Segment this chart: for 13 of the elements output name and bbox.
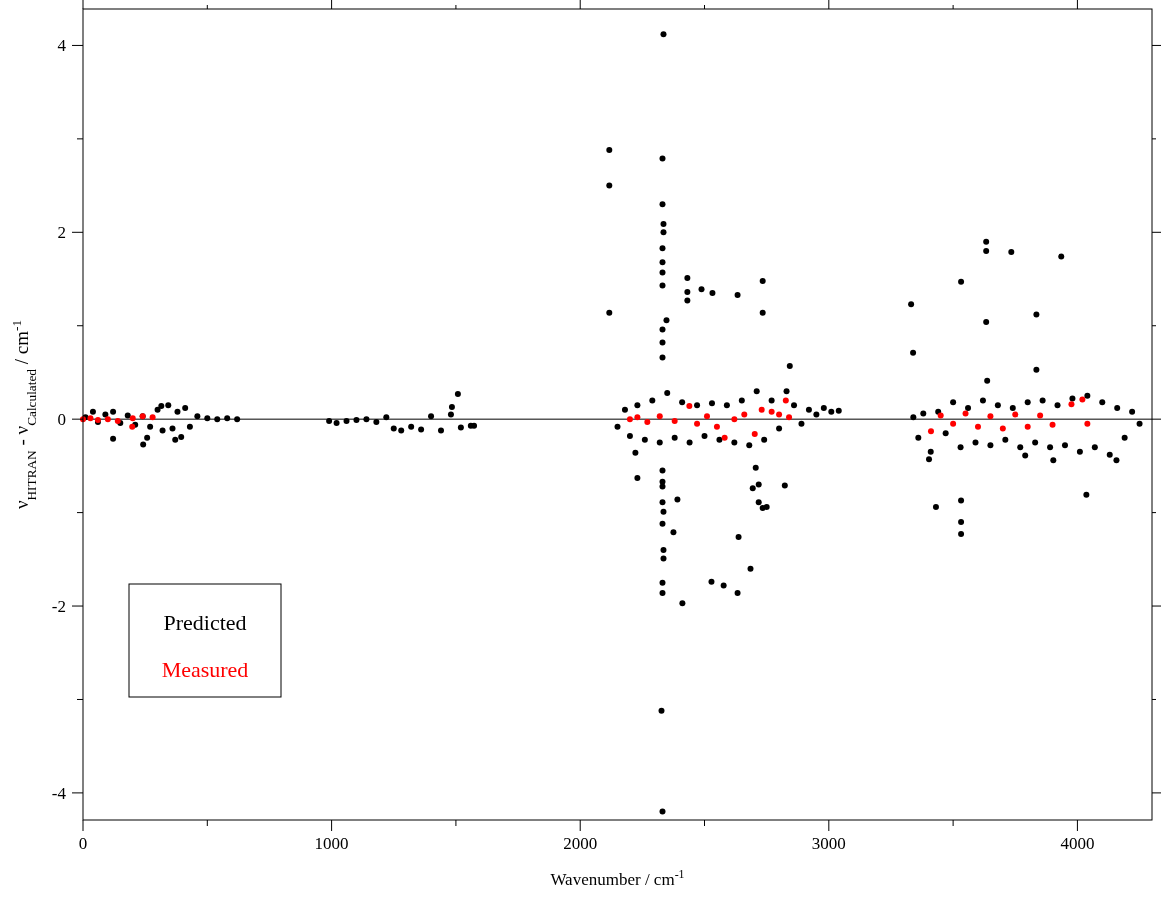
y-tick-label: -4 bbox=[51, 783, 67, 803]
x-axis-title: Wavenumber / cm$^{-1}$ bbox=[550, 867, 685, 889]
y-tick-label: 4 bbox=[57, 36, 67, 56]
y-tick-label: -2 bbox=[51, 597, 66, 617]
x-tick-label: 0 bbox=[78, 834, 88, 853]
text: Measured bbox=[161, 657, 249, 682]
x-tick-label: 1000 bbox=[314, 834, 349, 853]
y-tick-label: 2 bbox=[57, 223, 66, 243]
text: Predicted bbox=[163, 610, 247, 635]
x-tick-label: 4000 bbox=[1060, 834, 1095, 853]
y-tick-label: 0 bbox=[57, 410, 66, 430]
x-tick-label: 3000 bbox=[811, 834, 846, 853]
x-tick-label: 2000 bbox=[563, 834, 598, 853]
